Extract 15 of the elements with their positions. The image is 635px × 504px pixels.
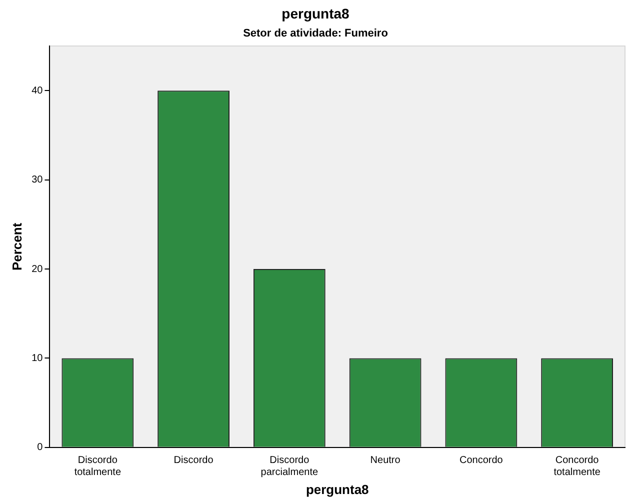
chart-subtitle: Setor de atividade: Fumeiro xyxy=(243,27,388,40)
chart-title: pergunta8 xyxy=(282,5,350,22)
y-tick-label: 40 xyxy=(32,85,44,96)
y-axis-title: Percent xyxy=(9,222,24,271)
x-tick-label: Discordo xyxy=(174,455,214,466)
x-tick-label: Neutro xyxy=(370,455,401,466)
y-tick-label: 0 xyxy=(37,442,44,454)
y-tick-label: 20 xyxy=(32,264,44,275)
x-tick-label: Concordo totalmente xyxy=(554,455,601,478)
y-tick-label: 30 xyxy=(32,174,44,186)
x-axis-title: pergunta8 xyxy=(306,482,369,497)
y-tick-label: 10 xyxy=(32,352,44,364)
x-tick-label: Concordo xyxy=(460,455,504,466)
x-tick-label: Discordo parcialmente xyxy=(260,455,318,478)
x-tick-label: Discordo totalmente xyxy=(74,455,122,478)
